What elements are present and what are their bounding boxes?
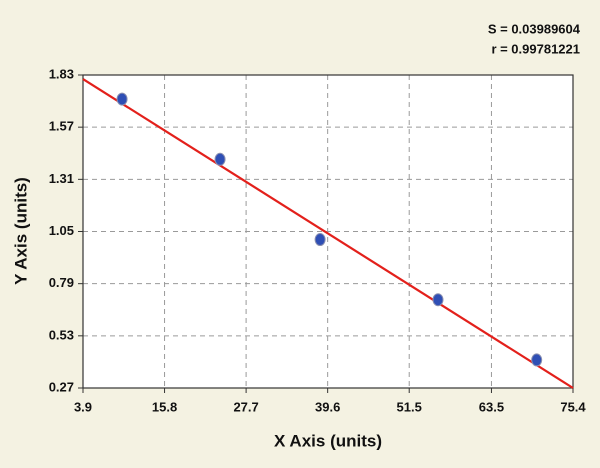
x-axis-title: X Axis (units) bbox=[274, 431, 382, 450]
y-axis-title: Y Axis (units) bbox=[11, 177, 30, 285]
x-tick-label: 63.5 bbox=[479, 399, 504, 414]
y-tick-label: 1.31 bbox=[49, 171, 74, 186]
y-tick-label: 0.79 bbox=[49, 275, 74, 290]
plot-frame bbox=[82, 74, 574, 389]
y-tick-label: 1.05 bbox=[49, 223, 74, 238]
stat-s: S = 0.03989604 bbox=[488, 21, 581, 36]
data-point bbox=[214, 152, 226, 166]
x-tick-label: 3.9 bbox=[74, 399, 92, 414]
x-tick-label: 27.7 bbox=[233, 399, 258, 414]
data-point bbox=[432, 293, 444, 307]
y-tick-label: 0.53 bbox=[49, 327, 74, 342]
stat-r: r = 0.99781221 bbox=[491, 41, 580, 56]
y-tick-label: 1.83 bbox=[49, 66, 74, 81]
x-tick-label: 75.4 bbox=[560, 399, 586, 414]
data-point bbox=[531, 353, 543, 367]
fit-line bbox=[82, 78, 574, 389]
data-point bbox=[116, 92, 128, 106]
x-tick-label: 15.8 bbox=[152, 399, 177, 414]
y-tick-label: 1.57 bbox=[49, 119, 74, 134]
x-tick-label: 51.5 bbox=[397, 399, 422, 414]
y-tick-label: 0.27 bbox=[49, 379, 74, 394]
x-tick-label: 39.6 bbox=[315, 399, 340, 414]
data-point bbox=[314, 233, 326, 247]
